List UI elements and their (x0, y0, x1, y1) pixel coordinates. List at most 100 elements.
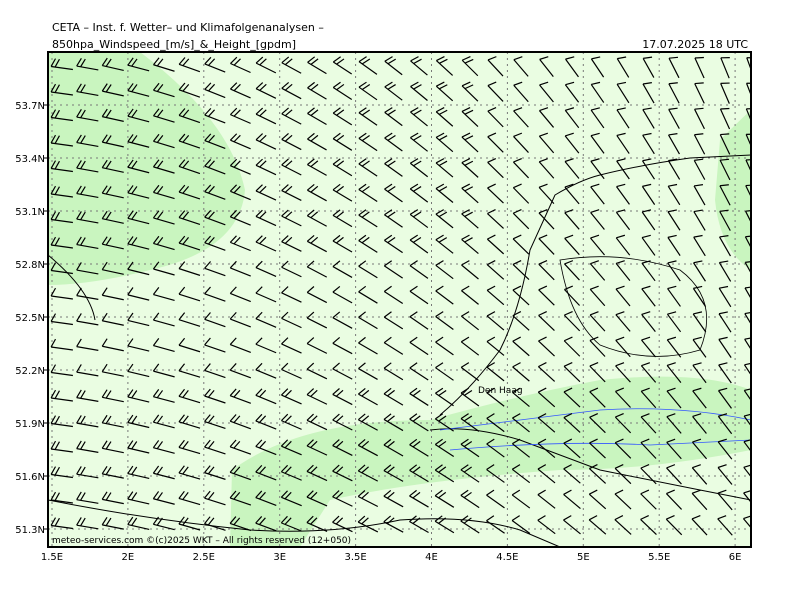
wind-barb (717, 438, 733, 460)
wind-barb (435, 81, 454, 102)
wind-barb (590, 107, 605, 129)
wind-barb (511, 489, 531, 509)
wind-barb (255, 362, 277, 379)
wind-barb (718, 285, 732, 308)
wind-barb (204, 235, 226, 251)
wind-barb (538, 158, 555, 179)
wind-barb (614, 413, 632, 434)
wind-barb (718, 336, 732, 358)
wind-barb (642, 56, 655, 78)
wind-barb (153, 108, 175, 123)
wind-barb (435, 132, 454, 153)
wind-barb (435, 158, 454, 178)
wind-barb (306, 286, 328, 304)
wind-barb (280, 490, 302, 507)
wind-barb (101, 414, 124, 428)
wind-barb (255, 158, 277, 176)
wind-barb (383, 311, 404, 330)
wind-barb (563, 362, 581, 383)
lat-label: 52.2N (15, 366, 45, 377)
wind-barb (306, 362, 328, 380)
wind-barb (513, 107, 529, 128)
wind-barb (255, 82, 277, 99)
lat-label: 53.4N (15, 154, 45, 165)
wind-barb (357, 438, 378, 457)
wind-barb (204, 414, 226, 430)
wind-barb (719, 235, 731, 257)
wind-barb (255, 490, 277, 506)
wind-barb (539, 81, 554, 103)
wind-barb (409, 234, 429, 254)
wind-barb (127, 236, 150, 250)
wind-barb (461, 158, 479, 178)
wind-barb (280, 464, 302, 481)
wind-barb (101, 83, 124, 97)
wind-barb (538, 209, 555, 230)
wind-barb (461, 183, 479, 204)
wind-barb (384, 81, 403, 101)
wind-barb (332, 464, 353, 482)
wind-barb (512, 311, 530, 331)
wind-barb (640, 387, 657, 409)
wind-barb (127, 261, 150, 276)
wind-barb (537, 438, 556, 459)
wind-barb (383, 515, 404, 533)
wind-barb (229, 337, 251, 353)
wind-barb (178, 439, 201, 455)
lon-label: 5E (577, 552, 590, 563)
wind-barb (461, 260, 479, 280)
wind-barb (538, 311, 555, 332)
wind-barb (719, 184, 731, 206)
wind-barb (460, 362, 480, 382)
wind-barb (50, 517, 73, 530)
wind-barb (615, 260, 631, 281)
wind-barb (513, 132, 529, 153)
wind-barb (101, 312, 124, 326)
wind-barb (332, 158, 353, 177)
wind-barb (307, 158, 327, 176)
wind-barb (435, 107, 454, 127)
wind-barb (152, 133, 175, 149)
wind-barb (694, 107, 705, 130)
wind-barb (281, 81, 302, 100)
wind-barb (178, 184, 201, 200)
wind-barb (178, 210, 201, 226)
wind-barb (255, 107, 277, 125)
wind-barb (357, 464, 379, 482)
wind-barb (486, 464, 505, 483)
wind-barb (511, 464, 531, 484)
wind-barb (152, 261, 175, 276)
wind-barb (512, 158, 530, 179)
wind-barb (435, 56, 454, 76)
wind-barb (178, 312, 201, 327)
lon-label: 5.5E (648, 552, 670, 563)
wind-barb (461, 285, 479, 305)
wind-barb (383, 336, 404, 355)
wind-barb (666, 387, 682, 409)
lon-label: 6E (729, 552, 742, 563)
wind-barb (153, 57, 175, 72)
wind-barb (461, 234, 479, 255)
wind-barb (588, 489, 607, 510)
wind-barb (512, 362, 530, 382)
wind-barb (178, 490, 201, 506)
wind-barb (127, 414, 150, 429)
wind-barb (719, 209, 731, 231)
wind-barb (665, 489, 683, 510)
wind-barb (153, 82, 175, 98)
coastline (48, 499, 561, 547)
wind-barb (666, 413, 682, 434)
wind-barb (718, 362, 732, 384)
wind-barb (152, 210, 175, 225)
lon-label: 1.5E (41, 552, 63, 563)
frame (47, 51, 752, 548)
valid-time: 17.07.2025 18 UTC (642, 38, 748, 51)
wind-barb (460, 336, 480, 356)
wind-barb (50, 313, 73, 326)
wind-barb (564, 81, 580, 103)
wind-barb (589, 336, 606, 357)
wind-barb (693, 184, 706, 206)
wind-barb (50, 364, 73, 377)
wind-barb (538, 260, 555, 281)
product: 850hpa_Windspeed_[m/s]_&_Height_[gpdm] (52, 38, 296, 51)
